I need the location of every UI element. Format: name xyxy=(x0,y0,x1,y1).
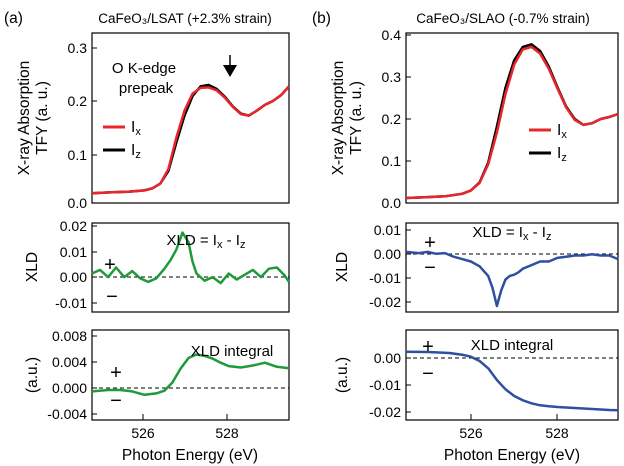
annotation-integral-b: XLD integral xyxy=(471,337,554,354)
y-axis-label-a-top: X-ray Absorption TFY (a. u.) xyxy=(16,61,51,176)
y-tick-label: 0.00 xyxy=(60,269,87,285)
arrow-icon xyxy=(223,55,237,77)
minus-sign: − xyxy=(424,257,436,279)
plus-sign: + xyxy=(104,254,116,276)
frame-a-bot xyxy=(91,329,290,421)
series-line-a_mid-xld xyxy=(91,231,291,285)
y-tick-label: 0.1 xyxy=(382,153,402,169)
y-tick-label: 0.0 xyxy=(68,195,88,211)
y-tick-label: 0.2 xyxy=(68,93,88,109)
frame-a-mid xyxy=(91,222,290,313)
y-tick-label: 0.02 xyxy=(60,218,87,234)
y-axis-a-top: 0.0 0.1 0.2 0.3 xyxy=(68,40,97,211)
y-axis-label-a-mid: XLD xyxy=(24,252,41,282)
frame-b-mid xyxy=(405,222,619,313)
y-tick-label: 0.3 xyxy=(382,69,402,85)
y-tick-label: -0.02 xyxy=(369,404,401,420)
series-line-a_bot-xld-integral xyxy=(91,353,290,397)
series-line-b_top-iz xyxy=(405,43,619,200)
y-axis-label-b-mid: XLD xyxy=(334,252,351,282)
annotation-xld-a: XLD = Ix - Iz xyxy=(167,232,246,251)
x-axis-label-a: Photon Energy (eV) xyxy=(122,447,258,464)
y-tick-label: -0.01 xyxy=(369,377,401,393)
y-tick-label: 0.0 xyxy=(382,195,402,211)
legend-label-ix: Ix xyxy=(131,119,141,138)
annotation-prepeak: prepeak xyxy=(119,80,174,97)
y-label-line-1: X-ray Absorption xyxy=(16,61,33,176)
title-a: CaFeO₃/LSAT (+2.3% strain) xyxy=(98,11,271,26)
y-label-line-1: X-ray Absorption xyxy=(330,61,347,176)
y-tick-label: 0.008 xyxy=(52,328,87,344)
x-axis-a: 526 528 xyxy=(131,414,239,441)
y-tick-label: -0.01 xyxy=(55,295,87,311)
y-tick-label: -0.02 xyxy=(369,294,401,310)
y-axis-b-top: 0.4 0.3 0.2 0.1 0.0 xyxy=(382,27,411,211)
y-tick-label: 0.3 xyxy=(68,40,88,56)
x-tick-label: 528 xyxy=(215,425,239,441)
series-line-b_top-ix xyxy=(405,45,619,200)
y-tick-label: 0.01 xyxy=(60,244,87,260)
annotation-integral-a: XLD integral xyxy=(191,343,274,360)
y-axis-label-a-bot: (a.u.) xyxy=(24,357,41,393)
legend-a: Ix Iz xyxy=(103,119,141,161)
y-axis-b-bot: 0.00 -0.01 -0.02 xyxy=(369,350,411,420)
series-line-b_bot-xld-integral xyxy=(405,350,619,412)
x-axis-label-b: Photon Energy (eV) xyxy=(444,447,580,464)
plus-sign: + xyxy=(424,232,436,254)
series-line-a_top-ix xyxy=(91,85,290,195)
annotation-o-k-edge: O K-edge xyxy=(112,60,176,77)
panel-label-a: (a) xyxy=(4,10,23,27)
frame-a-top xyxy=(91,32,290,204)
legend-label-iz: Iz xyxy=(131,142,141,161)
plus-sign: + xyxy=(422,336,434,358)
y-axis-a-mid: 0.02 0.01 0.00 -0.01 xyxy=(55,218,97,311)
y-tick-label: -0.004 xyxy=(47,406,87,422)
y-tick-label: 0.00 xyxy=(374,350,401,366)
title-b: CaFeO₃/SLAO (-0.7% strain) xyxy=(416,11,590,26)
y-axis-label-b-bot: (a.u.) xyxy=(334,357,351,393)
y-tick-label: 0.1 xyxy=(68,147,88,163)
annotation-xld-b: XLD = Ix - Iz xyxy=(473,224,552,243)
y-tick-label: -0.01 xyxy=(369,270,401,286)
frame-b-bot xyxy=(405,329,619,421)
series-layer xyxy=(91,43,619,412)
y-label-line-2: TFY (a. u.) xyxy=(348,81,365,155)
y-tick-label: 0.2 xyxy=(382,111,402,127)
plus-sign: + xyxy=(110,362,122,384)
y-axis-label-b-top: X-ray Absorption TFY (a. u.) xyxy=(330,61,365,176)
series-line-b_mid-xld xyxy=(405,250,619,308)
y-axis-b-mid: 0.01 0.00 -0.01 -0.02 xyxy=(369,222,411,310)
legend-label-ix: Ix xyxy=(557,122,567,141)
panel-label-b: (b) xyxy=(312,10,331,27)
x-tick-label: 526 xyxy=(131,425,155,441)
y-tick-label: 0.000 xyxy=(52,380,87,396)
y-tick-label: 0.01 xyxy=(374,222,401,238)
minus-sign: − xyxy=(422,363,434,385)
minus-sign: − xyxy=(110,390,122,412)
legend-b: Ix Iz xyxy=(529,122,567,164)
y-tick-label: 0.00 xyxy=(374,246,401,262)
legend-label-iz: Iz xyxy=(557,145,567,164)
y-axis-a-bot: 0.008 0.004 0.000 -0.004 xyxy=(47,328,97,422)
x-tick-label: 528 xyxy=(545,425,569,441)
y-label-line-2: TFY (a. u.) xyxy=(34,81,51,155)
series-line-a_top-iz xyxy=(91,83,290,195)
frame-b-top xyxy=(405,32,619,204)
minus-sign: − xyxy=(106,286,118,308)
x-tick-label: 526 xyxy=(459,425,483,441)
x-axis-b: 526 528 xyxy=(459,414,569,441)
y-tick-label: 0.004 xyxy=(52,354,87,370)
y-tick-label: 0.4 xyxy=(382,27,402,43)
